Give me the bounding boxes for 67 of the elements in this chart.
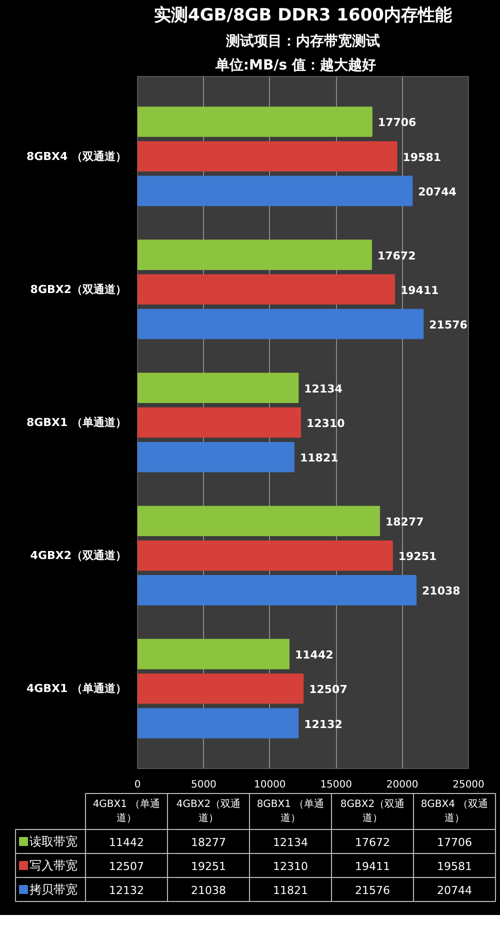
data-label: 19411 bbox=[355, 860, 390, 873]
legend-label: 写入带宽 bbox=[30, 858, 78, 872]
data-label: 21576 bbox=[355, 884, 390, 897]
data-label: 19581 bbox=[402, 150, 442, 164]
x-tick-label: 20000 bbox=[386, 780, 418, 790]
bar bbox=[138, 372, 299, 404]
bar bbox=[138, 575, 417, 606]
y-tick-label: 8GBX1 （单通道） bbox=[26, 416, 126, 429]
legend-label: 拷贝带宽 bbox=[30, 882, 78, 896]
data-label: 20744 bbox=[418, 185, 457, 198]
category-label: 8GBX1 （单通道） bbox=[256, 798, 324, 824]
data-label: 11442 bbox=[109, 836, 144, 849]
bar bbox=[138, 407, 301, 438]
bar bbox=[138, 141, 398, 172]
series-label: 读取带宽 bbox=[30, 834, 78, 848]
data-label: 19411 bbox=[400, 284, 439, 297]
bar bbox=[138, 176, 413, 206]
data-label: 12310 bbox=[306, 417, 346, 430]
y-tick-label: 4GBX2（双通道） bbox=[30, 549, 126, 562]
data-label: 17706 bbox=[437, 836, 472, 849]
data-label: 12310 bbox=[273, 860, 308, 873]
bar bbox=[138, 442, 295, 472]
chart-subtitle: 测试项目：内存带宽测试 bbox=[225, 32, 380, 50]
data-label: 21038 bbox=[191, 884, 226, 897]
bar bbox=[138, 638, 290, 670]
bar bbox=[138, 506, 380, 536]
data-label: 18277 bbox=[385, 515, 424, 528]
x-tick-label: 0 bbox=[134, 780, 141, 790]
data-label: 11821 bbox=[300, 452, 338, 465]
data-label: 21038 bbox=[422, 584, 460, 598]
data-label: 17706 bbox=[378, 116, 417, 130]
category-label: 8GBX4 （双通道） bbox=[420, 798, 488, 824]
data-label: 17672 bbox=[355, 836, 390, 849]
bar bbox=[138, 274, 395, 305]
category-label: 4GBX1 （单通道） bbox=[92, 798, 160, 824]
bar bbox=[138, 308, 424, 340]
y-tick-label: 4GBX1 （单通道） bbox=[26, 682, 126, 696]
data-label: 20744 bbox=[437, 884, 472, 897]
data-label: 12132 bbox=[304, 718, 342, 731]
data-label: 19581 bbox=[437, 860, 472, 873]
x-tick-label: 5000 bbox=[190, 780, 216, 790]
data-label: 17672 bbox=[377, 249, 416, 262]
data-label: 11442 bbox=[294, 648, 334, 662]
x-tick-label: 25000 bbox=[452, 780, 484, 790]
data-label: 21576 bbox=[429, 318, 468, 332]
x-tick-label: 15000 bbox=[320, 780, 352, 790]
text: 单位:MB/s 值：越大越好 bbox=[214, 58, 376, 74]
bar bbox=[138, 708, 299, 738]
data-label: 18277 bbox=[191, 836, 226, 849]
bar bbox=[138, 540, 393, 571]
bar bbox=[138, 106, 372, 137]
data-label: 12507 bbox=[309, 683, 348, 696]
category-label: 8GBX2（双通道） bbox=[340, 798, 405, 824]
y-tick-label: 8GBX4 （双通道） bbox=[26, 150, 126, 163]
y-tick-label: 8GBX2（双通道） bbox=[30, 282, 126, 296]
data-label: 12507 bbox=[109, 860, 144, 873]
data-label: 11821 bbox=[273, 884, 308, 897]
x-tick-label: 10000 bbox=[254, 780, 286, 790]
chart-title: 实测4GB/8GB DDR3 1600内存性能 bbox=[154, 6, 452, 26]
bar bbox=[138, 240, 372, 270]
data-label: 12134 bbox=[304, 382, 343, 396]
bar bbox=[138, 674, 304, 704]
data-label: 12132 bbox=[109, 884, 144, 897]
data-label: 19251 bbox=[398, 550, 437, 564]
data-label: 12134 bbox=[273, 836, 308, 849]
category-label: 4GBX2（双通道） bbox=[176, 798, 241, 824]
data-label: 19251 bbox=[191, 860, 226, 873]
